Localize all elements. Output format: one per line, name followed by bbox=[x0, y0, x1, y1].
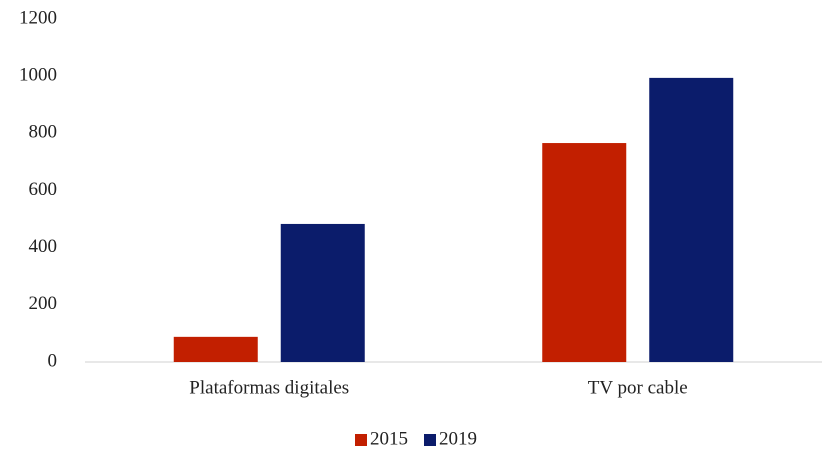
legend-label: 2019 bbox=[439, 428, 477, 449]
y-tick-label: 200 bbox=[29, 293, 58, 314]
legend-label: 2015 bbox=[370, 428, 408, 449]
x-tick-label: Plataformas digitales bbox=[189, 377, 349, 398]
y-tick-label: 1200 bbox=[19, 7, 57, 28]
bar bbox=[173, 336, 258, 362]
y-tick-label: 0 bbox=[48, 350, 58, 371]
y-tick-label: 800 bbox=[29, 122, 58, 143]
legend-swatch bbox=[424, 434, 436, 446]
legend-swatch bbox=[355, 434, 367, 446]
bar bbox=[280, 223, 365, 362]
bar bbox=[542, 143, 627, 362]
y-tick-label: 1000 bbox=[19, 65, 57, 86]
bar bbox=[649, 77, 734, 363]
y-tick-label: 600 bbox=[29, 179, 58, 200]
y-tick-label: 400 bbox=[29, 236, 58, 257]
x-tick-label: TV por cable bbox=[588, 377, 688, 398]
